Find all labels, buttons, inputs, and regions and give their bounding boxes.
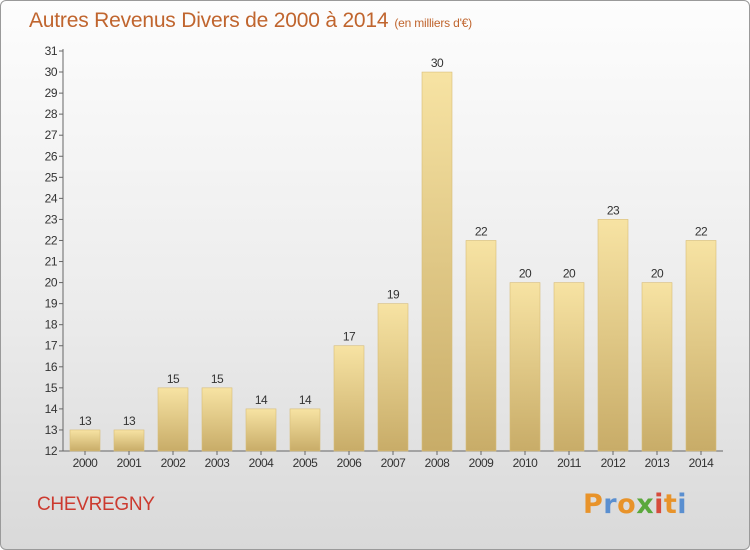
y-tick-label: 13 <box>45 423 58 437</box>
bar <box>201 387 233 452</box>
x-tick-label: 2001 <box>117 456 143 470</box>
y-tick-label: 19 <box>45 297 58 311</box>
x-tick-label: 2011 <box>557 456 582 470</box>
proxiti-logo: Proxiti <box>583 489 687 520</box>
proxiti-logo-letter: i <box>654 489 664 520</box>
bar-value-label: 15 <box>211 372 224 386</box>
bar <box>69 429 101 452</box>
proxiti-logo-letter: r <box>603 489 618 520</box>
y-tick-label: 17 <box>45 339 58 353</box>
x-tick-label: 2008 <box>425 456 451 470</box>
bar <box>597 219 629 452</box>
y-tick-label: 21 <box>45 255 58 269</box>
bar <box>333 345 365 452</box>
x-tick-label: 2005 <box>293 456 319 470</box>
bar-value-label: 23 <box>607 203 620 217</box>
proxiti-logo-letter: P <box>583 489 604 520</box>
y-tick-label: 20 <box>45 276 58 290</box>
bar-value-label: 14 <box>299 393 312 407</box>
bar <box>641 282 673 452</box>
bar-value-label: 14 <box>255 393 268 407</box>
bar <box>113 429 145 452</box>
bar-value-label: 19 <box>387 288 400 302</box>
bar <box>465 240 497 452</box>
y-tick-label: 16 <box>45 360 58 374</box>
x-tick-label: 2014 <box>689 456 715 470</box>
y-tick-label: 30 <box>45 65 58 79</box>
y-tick-label: 29 <box>45 86 58 100</box>
bar <box>377 303 409 452</box>
proxiti-logo-letter: x <box>636 489 655 520</box>
x-tick-label: 2000 <box>73 456 99 470</box>
x-tick-label: 2012 <box>601 456 627 470</box>
bar <box>245 408 277 452</box>
chart-subtitle: (en milliers d'€) <box>394 16 472 30</box>
y-tick-label: 28 <box>45 107 58 121</box>
bar-value-label: 13 <box>123 414 136 428</box>
bar-value-label: 20 <box>651 267 664 281</box>
y-tick-label: 18 <box>45 318 58 332</box>
x-tick-label: 2013 <box>645 456 671 470</box>
bar-value-label: 20 <box>563 267 576 281</box>
bar-value-label: 22 <box>475 224 488 238</box>
x-tick-label: 2010 <box>513 456 539 470</box>
y-tick-label: 24 <box>45 191 58 205</box>
y-tick-label: 27 <box>45 128 58 142</box>
x-tick-label: 2002 <box>161 456 187 470</box>
y-tick-label: 12 <box>45 444 58 458</box>
bar <box>289 408 321 452</box>
y-tick-label: 15 <box>45 381 58 395</box>
bar-value-label: 13 <box>79 414 92 428</box>
y-tick-label: 14 <box>45 402 58 416</box>
proxiti-logo-letter: o <box>617 489 637 520</box>
x-tick-label: 2007 <box>381 456 407 470</box>
bar-value-label: 15 <box>167 372 180 386</box>
x-tick-label: 2004 <box>249 456 275 470</box>
bar <box>157 387 189 452</box>
proxiti-logo-letter: i <box>677 489 688 520</box>
proxiti-logo-letter: t <box>663 489 678 520</box>
y-tick-label: 22 <box>45 233 58 247</box>
bar <box>553 282 585 452</box>
y-tick-label: 23 <box>45 212 58 226</box>
commune-name: CHEVREGNY <box>37 494 155 515</box>
y-tick-label: 25 <box>45 170 58 184</box>
bar-value-label: 22 <box>695 224 708 238</box>
bar <box>421 71 453 452</box>
y-tick-label: 26 <box>45 149 58 163</box>
x-tick-label: 2006 <box>337 456 363 470</box>
x-tick-label: 2003 <box>205 456 231 470</box>
x-tick-label: 2009 <box>469 456 495 470</box>
y-tick-label: 31 <box>45 44 58 58</box>
bar <box>685 240 717 452</box>
bar <box>509 282 541 452</box>
bar-value-label: 17 <box>343 330 356 344</box>
chart-title-text: Autres Revenus Divers de 2000 à 2014 <box>29 9 389 32</box>
bar-value-label: 20 <box>519 267 532 281</box>
bar-value-label: 30 <box>431 56 444 70</box>
chart-title: Autres Revenus Divers de 2000 à 2014 (en … <box>29 9 472 33</box>
